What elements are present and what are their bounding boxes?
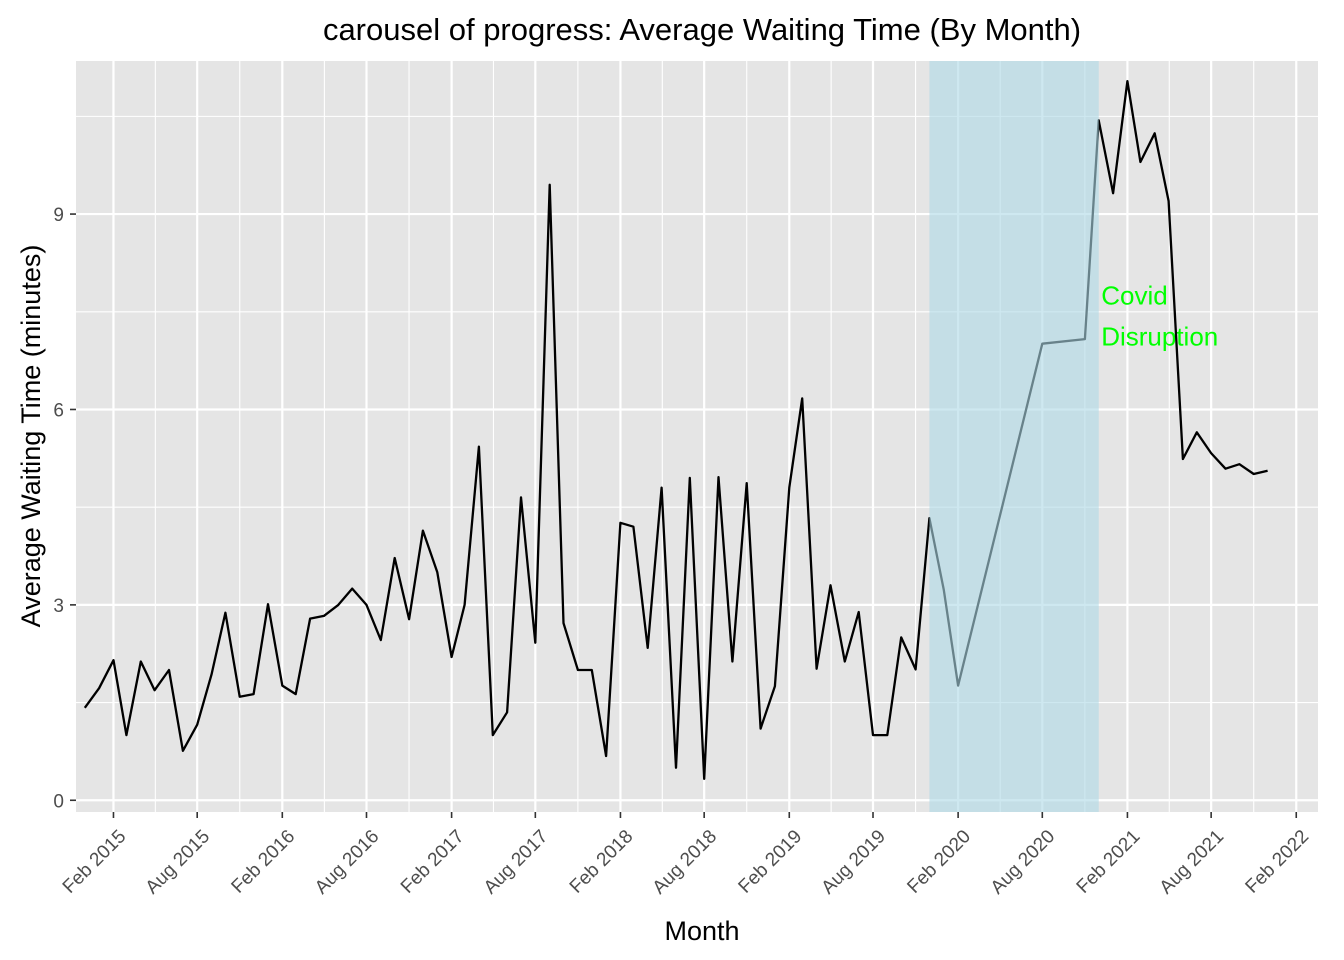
x-tick-label: Aug 2016 (311, 826, 383, 898)
panel-background (76, 61, 1318, 812)
annotation-line: Covid (1101, 280, 1167, 310)
x-tick-label: Aug 2020 (987, 826, 1059, 898)
annotation-line: Disruption (1101, 321, 1218, 351)
x-tick-label: Feb 2017 (397, 826, 469, 898)
x-tick-label: Aug 2018 (649, 826, 721, 898)
y-tick-label: 9 (53, 205, 64, 226)
x-axis-title: Month (664, 916, 739, 946)
x-tick-label: Aug 2019 (818, 826, 890, 898)
plot-panel (76, 61, 1318, 812)
y-tick-label: 0 (53, 791, 64, 812)
x-tick-label: Aug 2017 (480, 826, 552, 898)
y-axis-title: Average Waiting Time (minutes) (16, 245, 46, 628)
shaded-region-rect (929, 61, 1099, 812)
x-tick-label: Aug 2015 (142, 826, 214, 898)
x-tick-label: Feb 2015 (59, 826, 131, 898)
x-tick-label: Aug 2021 (1156, 826, 1228, 898)
covid-shaded-region (929, 61, 1099, 812)
x-axis: Feb 2015 Aug 2015 Feb 2016 Aug 2016 Feb 2017… (59, 812, 1313, 898)
x-tick-label: Feb 2016 (228, 826, 300, 898)
y-axis: 0 3 6 9 (53, 205, 76, 812)
x-tick-label: Feb 2022 (1242, 826, 1314, 898)
y-tick-label: 3 (53, 596, 64, 617)
x-tick-label: Feb 2019 (735, 826, 807, 898)
annotation: Covid Disruption (1101, 280, 1218, 351)
x-tick-label: Feb 2021 (1073, 826, 1145, 898)
x-tick-label: Feb 2018 (566, 826, 638, 898)
y-tick-label: 6 (53, 400, 64, 421)
chart-title: carousel of progress: Average Waiting Ti… (323, 12, 1081, 47)
x-tick-label: Feb 2020 (903, 826, 975, 898)
